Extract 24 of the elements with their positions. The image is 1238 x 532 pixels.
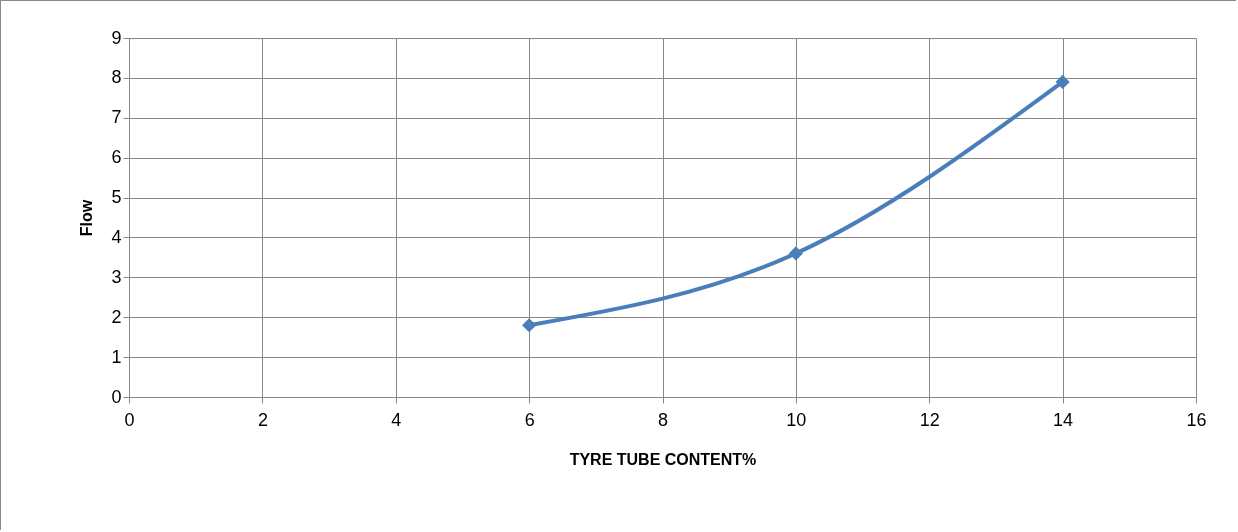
y-tick-label: 4 xyxy=(111,226,122,247)
y-tick-label: 7 xyxy=(111,107,122,128)
point xyxy=(788,246,803,261)
x-tick-label: 2 xyxy=(257,409,268,430)
y-tick-label: 8 xyxy=(111,67,122,88)
x-tick-label: 6 xyxy=(524,409,535,430)
point xyxy=(522,318,537,333)
x-tick-label: 0 xyxy=(124,409,135,430)
x-tick-label: 12 xyxy=(919,409,940,430)
y-tick-label: 6 xyxy=(111,147,122,168)
y-tick-label: 5 xyxy=(111,187,122,208)
x-tick-label: 8 xyxy=(657,409,669,430)
y-tick-label: 2 xyxy=(111,306,122,327)
y-tick-label: 0 xyxy=(111,386,122,407)
x-tick-label: 10 xyxy=(786,409,807,430)
x-tick-label: 14 xyxy=(1053,409,1074,430)
x-tick-label: 16 xyxy=(1186,409,1207,430)
point xyxy=(1055,74,1070,89)
x-axis-title: TYRE TUBE CONTENT% xyxy=(569,450,757,468)
y-tick-label: 3 xyxy=(111,266,122,287)
x-tick-label: 4 xyxy=(391,409,402,430)
y-axis-title: Flow xyxy=(78,199,96,237)
y-tick-label: 9 xyxy=(111,27,122,48)
y-tick-label: 1 xyxy=(111,346,122,367)
